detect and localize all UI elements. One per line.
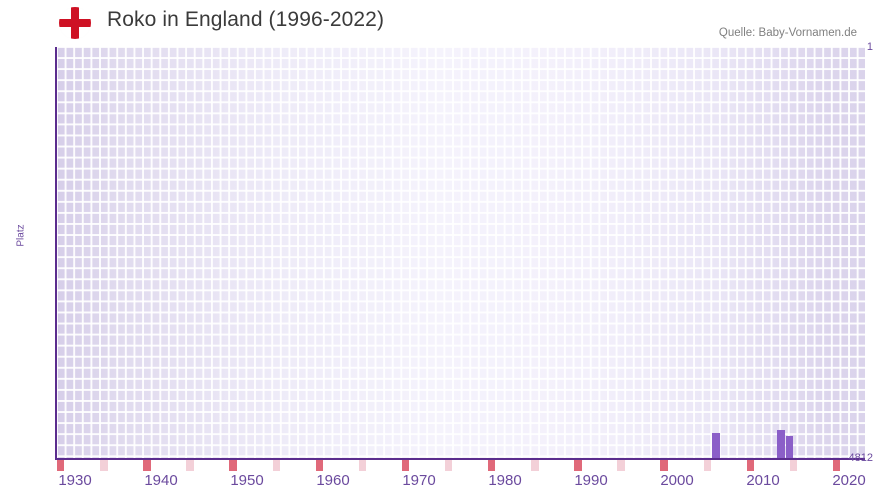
x-axis-label-1970: 1970 — [402, 472, 436, 489]
x-tick-1983 — [531, 460, 539, 471]
x-axis-label-1990: 1990 — [574, 472, 608, 489]
x-tick-1933 — [100, 460, 108, 471]
x-tick-1938 — [143, 460, 151, 471]
x-axis-label-1980: 1980 — [488, 472, 522, 489]
y-axis-title: Platz — [15, 224, 27, 247]
x-tick-1948 — [229, 460, 237, 471]
page-title: Roko in England (1996-2022) — [107, 8, 385, 31]
bar-2011 — [712, 433, 720, 459]
x-axis-label-1940: 1940 — [144, 472, 178, 489]
x-tick-1973 — [444, 460, 453, 471]
x-axis-label-2010: 2010 — [746, 472, 780, 489]
x-axis-label-2020: 2020 — [832, 472, 866, 489]
bar-2019 — [786, 436, 793, 459]
x-tick-2008 — [746, 460, 754, 471]
x-tick-2013 — [789, 460, 798, 471]
y-axis-tick-bottom: 4812 — [848, 452, 873, 464]
x-axis-line — [55, 458, 865, 460]
x-axis-label-1950: 1950 — [230, 472, 264, 489]
x-tick-1978 — [488, 460, 496, 471]
bar-2018 — [777, 430, 785, 459]
x-axis-label-2000: 2000 — [660, 472, 694, 489]
plot-area — [57, 47, 865, 459]
x-axis-tick-strip — [57, 460, 865, 471]
x-tick-1988 — [574, 460, 582, 471]
y-axis-tick-top: 1 — [866, 41, 873, 53]
x-tick-1993 — [617, 460, 625, 471]
x-tick-1998 — [660, 460, 668, 471]
x-tick-1958 — [315, 460, 323, 471]
x-tick-1928 — [57, 460, 65, 471]
x-tick-2003 — [703, 460, 711, 471]
x-tick-1953 — [272, 460, 280, 471]
source-label: Quelle: Baby-Vornamen.de — [718, 27, 857, 39]
plot-gridlines — [57, 47, 865, 459]
x-tick-2018 — [832, 460, 841, 471]
england-flag-icon — [59, 7, 91, 39]
x-tick-1943 — [186, 460, 194, 471]
chart-header: Roko in England (1996-2022) Quelle: Baby… — [0, 0, 873, 46]
x-tick-1963 — [358, 460, 367, 471]
y-axis-line — [55, 47, 57, 459]
x-axis-label-1960: 1960 — [316, 472, 350, 489]
x-tick-1968 — [401, 460, 410, 471]
x-axis-label-1930: 1930 — [58, 472, 92, 489]
